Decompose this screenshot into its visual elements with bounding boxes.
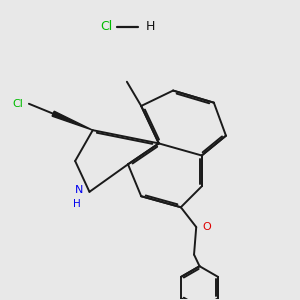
Text: Cl: Cl — [100, 20, 112, 33]
Polygon shape — [52, 111, 93, 130]
Text: H: H — [146, 20, 155, 33]
Text: H: H — [73, 199, 80, 209]
Text: Cl: Cl — [13, 99, 24, 109]
Text: O: O — [203, 222, 212, 232]
Text: N: N — [75, 185, 83, 195]
